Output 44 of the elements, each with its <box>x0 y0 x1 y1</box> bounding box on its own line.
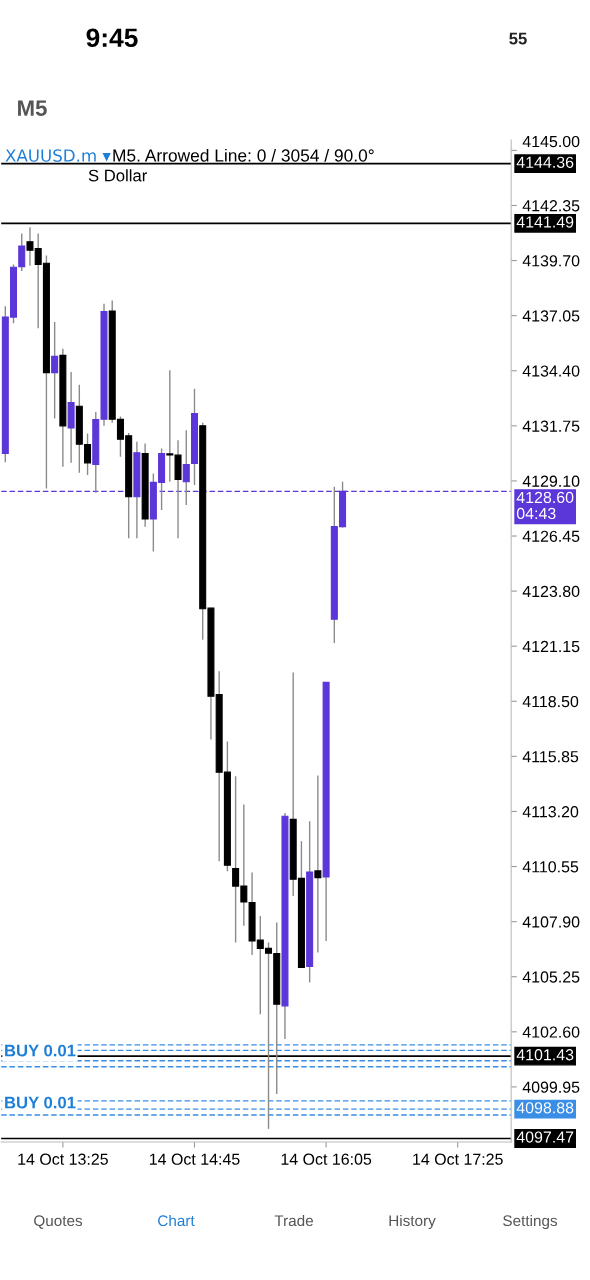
ref-line-label: 4128.60 04:43 <box>516 491 574 520</box>
x-tick-label: 14 Oct 13:25 <box>18 1153 108 1165</box>
y-tick-label: 4107.90 <box>522 916 580 928</box>
y-tick-label: 4137.05 <box>522 310 580 322</box>
text: 9:45 <box>86 28 138 48</box>
text: History <box>389 1214 436 1230</box>
y-tick-label: 4134.40 <box>522 365 580 377</box>
annotation: S Dollar <box>88 169 147 182</box>
ref-line-label: 4097.47 <box>516 1131 574 1143</box>
y-tick-label: 4105.25 <box>522 971 580 983</box>
y-tick-label: 4131.75 <box>522 420 580 432</box>
text: Quotes <box>34 1215 83 1229</box>
x-tick-label: 14 Oct 16:05 <box>281 1153 372 1165</box>
annotation: BUY 0.01 <box>5 1096 76 1109</box>
ref-line-label: 4141.49 <box>516 216 574 228</box>
y-tick-label: 4102.60 <box>522 1026 580 1038</box>
y-tick-label: 4115.85 <box>522 751 579 763</box>
text: Settings <box>503 1214 558 1230</box>
y-tick-label: 4142.35 <box>522 200 580 212</box>
ref-line-label: 4101.43 <box>516 1049 574 1061</box>
chart-subtitle: M5. Arrowed Line: 0 / 3054 / 90.0° <box>113 148 374 162</box>
text: Chart <box>158 1214 195 1227</box>
y-tick-label: 4126.45 <box>522 530 580 542</box>
candlestick <box>18 232 26 272</box>
x-tick-label: 14 Oct 17:25 <box>413 1153 503 1165</box>
y-tick-label: 4118.50 <box>522 695 579 708</box>
text: 55 <box>509 32 527 45</box>
y-tick-label: 4110.55 <box>522 861 579 873</box>
candlestick <box>51 321 59 420</box>
text: Trade <box>274 1214 313 1227</box>
y-tick-label: 4139.70 <box>522 255 580 267</box>
y-tick-label: 4129.10 <box>522 475 580 487</box>
candlestick <box>314 774 322 954</box>
ref-line-label: 4144.36 <box>516 156 574 168</box>
x-tick-label: 14 Oct 14:45 <box>149 1153 240 1165</box>
annotation: BUY 0.01 <box>5 1044 76 1057</box>
y-tick-label: 4123.80 <box>522 585 580 598</box>
y-tick-label: 4099.95 <box>522 1081 580 1093</box>
ref-line-label: 4098.88 <box>516 1102 574 1114</box>
y-tick-label: 4121.15 <box>522 640 580 653</box>
y-tick-label: 4145.00 <box>522 135 580 148</box>
text: M5 <box>18 100 47 116</box>
y-tick-label: 4113.20 <box>522 806 579 818</box>
chart-title: XAUUSD.m ▾ <box>5 149 111 162</box>
